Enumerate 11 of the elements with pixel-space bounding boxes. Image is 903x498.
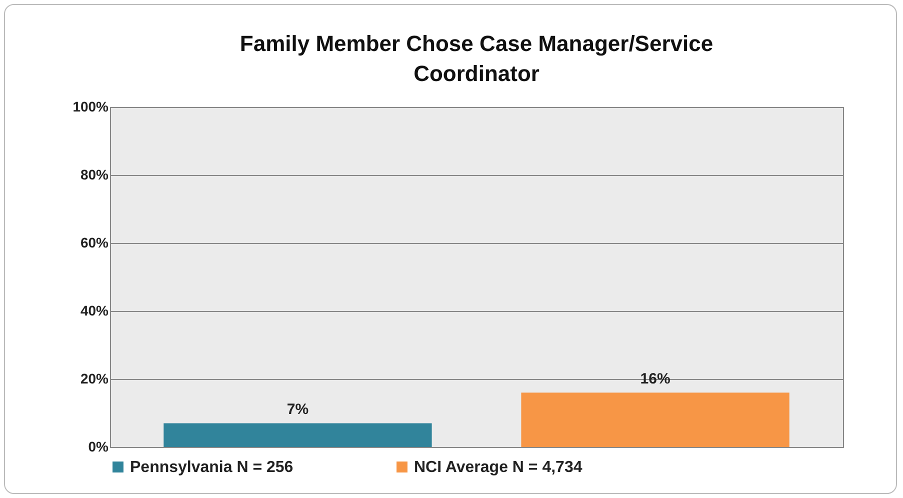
y-tick-label: 80% <box>80 166 110 182</box>
y-tick-label: 40% <box>80 302 110 318</box>
y-tick-label: 60% <box>80 234 110 250</box>
data-label: 7% <box>286 401 309 418</box>
y-tick-label: 0% <box>88 438 110 454</box>
data-label: 16% <box>640 370 670 388</box>
chart-title: Family Member Chose Case Manager/Service Coordinator <box>240 31 714 86</box>
legend-label: NCI Average N = 4,734 <box>414 459 582 476</box>
legend-label: Pennsylvania N = 256 <box>130 459 294 476</box>
y-tick-label: 100% <box>72 98 110 114</box>
y-tick-label: 20% <box>80 370 110 386</box>
